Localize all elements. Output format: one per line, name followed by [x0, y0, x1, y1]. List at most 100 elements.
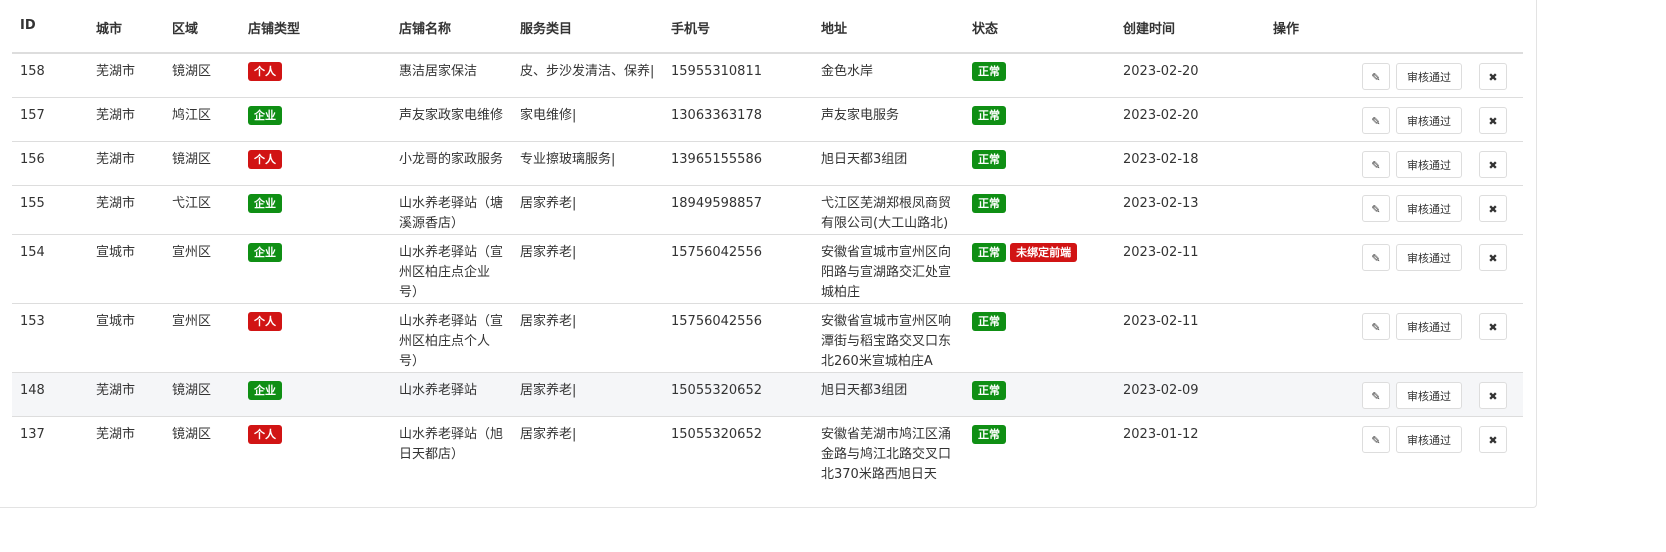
pencil-icon: ✎ — [1371, 159, 1381, 172]
shop-type-badge: 企业 — [248, 381, 282, 400]
header-district: 区域 — [164, 10, 240, 54]
cell-shop-name: 小龙哥的家政服务 — [391, 141, 512, 186]
approve-button[interactable]: 审核通过 — [1396, 313, 1462, 340]
cell-address: 安徽省芜湖市鸠江区涌金路与鸠江北路交叉口北370米路西旭日天 — [813, 416, 964, 485]
pencil-icon: ✎ — [1371, 115, 1381, 128]
cell-phone: 15055320652 — [663, 372, 813, 417]
cell-created: 2023-02-20 — [1115, 52, 1265, 98]
header-shop-name: 店铺名称 — [391, 10, 512, 54]
delete-button[interactable]: ✖ — [1479, 244, 1507, 271]
cell-address: 旭日天都3组团 — [813, 372, 964, 417]
cell-shop-type: 个人 — [240, 141, 391, 186]
approve-button[interactable]: 审核通过 — [1396, 107, 1462, 134]
cell-actions: ✎ 审核通过 ✖ — [1265, 185, 1523, 235]
close-icon: ✖ — [1488, 434, 1498, 447]
cell-shop-name: 山水养老驿站（旭日天都店） — [391, 416, 512, 485]
cell-service: 居家养老| — [512, 234, 663, 304]
cell-address: 弋江区芜湖郑根凤商贸有限公司(大工山路北) — [813, 185, 964, 235]
delete-button[interactable]: ✖ — [1479, 195, 1507, 222]
status-badge: 正常 — [972, 106, 1006, 125]
cell-id: 155 — [12, 185, 88, 235]
shop-type-badge: 个人 — [248, 312, 282, 331]
cell-service: 居家养老| — [512, 185, 663, 235]
header-city: 城市 — [88, 10, 164, 54]
cell-phone: 15756042556 — [663, 234, 813, 304]
delete-button[interactable]: ✖ — [1479, 382, 1507, 409]
edit-button[interactable]: ✎ — [1362, 313, 1390, 340]
cell-district: 镜湖区 — [164, 52, 240, 98]
close-icon: ✖ — [1488, 71, 1498, 84]
cell-shop-name: 惠洁居家保洁 — [391, 52, 512, 98]
status-badge: 正常 — [972, 381, 1006, 400]
header-address: 地址 — [813, 10, 964, 54]
cell-phone: 15756042556 — [663, 303, 813, 373]
header-actions: 操作 — [1265, 10, 1523, 54]
cell-id: 154 — [12, 234, 88, 304]
cell-address: 金色水岸 — [813, 52, 964, 98]
cell-status: 正常 — [964, 303, 1115, 373]
cell-city: 芜湖市 — [88, 185, 164, 235]
cell-city: 宣城市 — [88, 234, 164, 304]
cell-id: 158 — [12, 52, 88, 98]
approve-button[interactable]: 审核通过 — [1396, 195, 1462, 222]
cell-district: 宣州区 — [164, 303, 240, 373]
delete-button[interactable]: ✖ — [1479, 426, 1507, 453]
cell-shop-type: 企业 — [240, 185, 391, 235]
unbound-badge: 未绑定前端 — [1010, 243, 1078, 262]
cell-actions: ✎ 审核通过 ✖ — [1265, 372, 1523, 417]
table-row: 156 芜湖市 镜湖区 个人 小龙哥的家政服务 专业擦玻璃服务| 13965155586 旭日… — [12, 141, 1523, 186]
approve-button[interactable]: 审核通过 — [1396, 244, 1462, 271]
cell-actions: ✎ 审核通过 ✖ — [1265, 97, 1523, 142]
cell-district: 镜湖区 — [164, 372, 240, 417]
cell-shop-name: 山水养老驿站 — [391, 372, 512, 417]
cell-actions: ✎ 审核通过 ✖ — [1265, 416, 1523, 485]
edit-button[interactable]: ✎ — [1362, 382, 1390, 409]
edit-button[interactable]: ✎ — [1362, 151, 1390, 178]
status-badge: 正常 — [972, 150, 1006, 169]
cell-id: 156 — [12, 141, 88, 186]
delete-button[interactable]: ✖ — [1479, 151, 1507, 178]
cell-phone: 13965155586 — [663, 141, 813, 186]
cell-created: 2023-02-09 — [1115, 372, 1265, 417]
cell-status: 正常 — [964, 52, 1115, 98]
cell-id: 157 — [12, 97, 88, 142]
cell-id: 153 — [12, 303, 88, 373]
table-row: 154 宣城市 宣州区 企业 山水养老驿站（宣州区柏庄点企业号） 居家养老| 1575604… — [12, 234, 1523, 304]
delete-button[interactable]: ✖ — [1479, 313, 1507, 340]
shop-type-badge: 个人 — [248, 150, 282, 169]
edit-button[interactable]: ✎ — [1362, 195, 1390, 222]
delete-button[interactable]: ✖ — [1479, 107, 1507, 134]
close-icon: ✖ — [1488, 252, 1498, 265]
cell-service: 居家养老| — [512, 416, 663, 485]
edit-button[interactable]: ✎ — [1362, 244, 1390, 271]
cell-address: 安徽省宣城市宣州区向阳路与宣湖路交汇处宣城柏庄 — [813, 234, 964, 304]
edit-button[interactable]: ✎ — [1362, 426, 1390, 453]
close-icon: ✖ — [1488, 159, 1498, 172]
status-badge: 正常 — [972, 243, 1006, 262]
approve-button[interactable]: 审核通过 — [1396, 151, 1462, 178]
cell-district: 宣州区 — [164, 234, 240, 304]
table-row: 158 芜湖市 镜湖区 个人 惠洁居家保洁 皮、步沙发清洁、保养| 15955310811 金… — [12, 52, 1523, 98]
cell-created: 2023-02-11 — [1115, 234, 1265, 304]
delete-button[interactable]: ✖ — [1479, 63, 1507, 90]
shop-type-badge: 企业 — [248, 106, 282, 125]
table-row: 137 芜湖市 镜湖区 个人 山水养老驿站（旭日天都店） 居家养老| 15055320652… — [12, 416, 1523, 485]
approve-button[interactable]: 审核通过 — [1396, 426, 1462, 453]
table-row: 155 芜湖市 弋江区 企业 山水养老驿站（塘溪源香店） 居家养老| 18949598857… — [12, 185, 1523, 235]
approve-button[interactable]: 审核通过 — [1396, 63, 1462, 90]
close-icon: ✖ — [1488, 203, 1498, 216]
cell-city: 芜湖市 — [88, 97, 164, 142]
approve-button[interactable]: 审核通过 — [1396, 382, 1462, 409]
cell-status: 正常 — [964, 372, 1115, 417]
cell-actions: ✎ 审核通过 ✖ — [1265, 303, 1523, 373]
pencil-icon: ✎ — [1371, 252, 1381, 265]
cell-city: 芜湖市 — [88, 52, 164, 98]
cell-status: 正常 — [964, 185, 1115, 235]
cell-shop-type: 个人 — [240, 52, 391, 98]
edit-button[interactable]: ✎ — [1362, 63, 1390, 90]
edit-button[interactable]: ✎ — [1362, 107, 1390, 134]
cell-phone: 18949598857 — [663, 185, 813, 235]
table-row: 153 宣城市 宣州区 个人 山水养老驿站（宣州区柏庄点个人号） 居家养老| 1575604… — [12, 303, 1523, 373]
cell-district: 镜湖区 — [164, 416, 240, 485]
cell-service: 皮、步沙发清洁、保养| — [512, 52, 663, 98]
